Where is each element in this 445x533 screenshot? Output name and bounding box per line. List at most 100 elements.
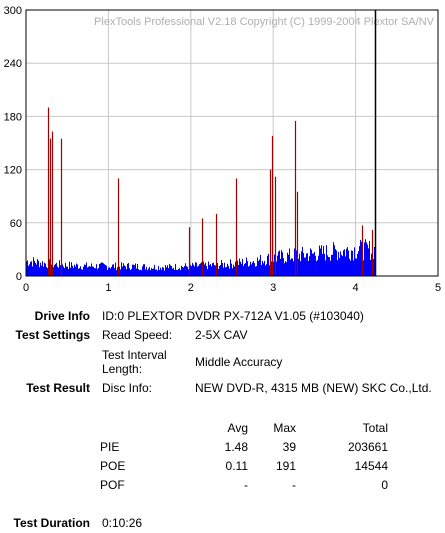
pie-bar (289, 248, 290, 276)
x-tick-label: 1 (105, 282, 111, 294)
pie-bar (228, 265, 229, 276)
pie-bar (319, 245, 320, 276)
read-speed-value: 2-5X CAV (195, 328, 248, 342)
pie-bar (155, 269, 156, 276)
pie-bar (274, 254, 275, 276)
pie-bar (133, 264, 134, 276)
pie-bar (130, 269, 131, 276)
pie-bar (96, 264, 97, 276)
pie-bar (39, 267, 40, 276)
pie-bar (237, 260, 238, 276)
pie-bar (168, 268, 169, 276)
pie-bar (131, 268, 132, 276)
pie-bar (153, 268, 154, 276)
table-cell: 0.11 (225, 458, 248, 473)
pie-bar (163, 267, 164, 276)
pie-bar (158, 266, 159, 276)
pie-bar (360, 239, 361, 276)
test-duration-value: 0:10:26 (102, 516, 143, 530)
pie-bar (326, 245, 327, 276)
table-cell: 0 (381, 477, 388, 492)
pie-bar (244, 263, 245, 276)
pie-bar (74, 264, 75, 276)
disc-info-value: NEW DVD-R, 4315 MB (NEW) SKC Co.,Ltd. (195, 381, 432, 395)
pie-bar (265, 265, 266, 276)
drive-info-value: ID:0 PLEXTOR DVDR PX-712A V1.05 (#103040… (102, 309, 364, 323)
x-tick-label: 2 (188, 282, 194, 294)
pie-bar (364, 242, 365, 276)
table-cell: - (292, 477, 296, 492)
pie-bar (218, 268, 219, 276)
table-cell: 191 (275, 458, 296, 473)
pie-bar (248, 266, 249, 276)
pie-bar (90, 266, 91, 276)
pie-bar (341, 254, 342, 276)
pie-bar (284, 263, 285, 276)
pie-bar (260, 254, 261, 276)
pie-bar (347, 247, 348, 276)
pie-bar (226, 267, 227, 276)
pie-bar (182, 266, 183, 276)
pie-bar (220, 264, 221, 276)
pie-bar (100, 263, 101, 276)
pie-bar (148, 268, 149, 276)
pie-bar (288, 254, 289, 276)
pie-bar (29, 264, 30, 276)
pie-bar (53, 267, 54, 276)
pie-bar (128, 262, 129, 276)
pie-bar (374, 246, 375, 276)
pie-bar (232, 268, 233, 276)
pie-bar (149, 267, 150, 276)
pie-bar (193, 264, 194, 276)
pie-bar (350, 260, 351, 276)
table-cell: 203661 (347, 439, 388, 454)
pie-bar (294, 248, 295, 276)
pie-bar (251, 264, 252, 276)
pie-bar (72, 265, 73, 276)
pie-bar (125, 266, 126, 276)
pie-bar (178, 269, 179, 276)
pie-bar (62, 264, 63, 276)
pie-bar (194, 266, 195, 276)
pie-bar (253, 261, 254, 276)
pie-bar (49, 259, 50, 276)
pie-bar (238, 265, 239, 276)
pie-bar (302, 246, 303, 276)
pie-bar (318, 255, 319, 276)
pie-bar (179, 268, 180, 276)
pie-bar (33, 257, 34, 276)
pie-bar (331, 254, 332, 276)
pie-bar (31, 261, 32, 276)
pie-bar (344, 249, 345, 276)
pie-bar (79, 268, 80, 276)
pie-bar (366, 242, 367, 276)
pie-bar (117, 267, 118, 276)
pie-bar (69, 261, 70, 276)
result-table: Avg Max Total PIE 1.48 39 203661 POE 0.1… (100, 418, 388, 494)
pie-bar (173, 267, 174, 276)
pie-bar (120, 269, 121, 276)
pie-bar (264, 260, 265, 276)
pie-bar (123, 263, 124, 276)
pie-bar (113, 264, 114, 276)
pie-bar (279, 250, 280, 276)
pie-bar (209, 264, 210, 276)
pie-bar (177, 269, 178, 276)
pie-bar (106, 265, 107, 276)
pie-bar (316, 261, 317, 276)
pie-bar (54, 265, 55, 276)
pie-bar (152, 268, 153, 276)
test-interval-label-2: Length: (102, 362, 143, 376)
pie-bar (191, 266, 192, 276)
pie-bar (339, 258, 340, 276)
pie-bar (371, 253, 372, 276)
pie-bar (328, 257, 329, 276)
test-result-label: Test Result (26, 381, 90, 395)
pie-bar (343, 250, 344, 276)
pie-bar (250, 261, 251, 276)
pie-bar (269, 265, 270, 276)
pie-bar (227, 263, 228, 276)
plot-area (25, 9, 439, 277)
pie-bar (129, 268, 130, 276)
pie-bar (338, 251, 339, 276)
